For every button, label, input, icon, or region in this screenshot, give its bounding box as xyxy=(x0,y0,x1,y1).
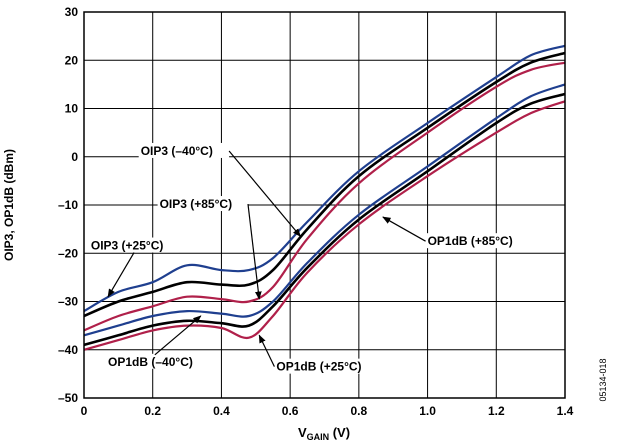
series-line xyxy=(83,92,566,347)
plot-frame xyxy=(83,11,566,399)
series-line xyxy=(83,61,566,332)
x-tick-label: 0.4 xyxy=(213,404,230,418)
annotation-label: OP1dB (+25°C) xyxy=(276,360,361,374)
x-tick-label: 0 xyxy=(81,404,88,418)
annotation-arrow xyxy=(154,315,202,356)
annotation-arrow xyxy=(107,252,135,298)
annotation-label: OIP3 (+25°C) xyxy=(91,239,164,253)
y-tick-label: 20 xyxy=(65,53,79,67)
annotation-label: OIP3 (+85°C) xyxy=(160,197,233,211)
x-axis-label: VGAIN (V) xyxy=(298,425,350,442)
annotation-label: OIP3 (–40°C) xyxy=(141,144,213,158)
y-tick-label: –40 xyxy=(58,343,78,357)
annotation-arrow xyxy=(382,216,426,242)
x-axis-label-sub: GAIN xyxy=(307,432,330,442)
series-line xyxy=(83,83,566,337)
annotation-arrow xyxy=(247,203,262,300)
y-tick-label: 10 xyxy=(65,102,79,116)
annotation-bg xyxy=(425,233,524,249)
series-line xyxy=(83,44,566,313)
annotation-arrow xyxy=(258,334,275,367)
x-axis-label-main: V xyxy=(298,425,307,440)
x-tick-label: 1.4 xyxy=(557,404,574,418)
x-tick-label: 0.6 xyxy=(282,404,299,418)
y-axis-label: OIP3, OP1dB (dBm) xyxy=(2,149,16,261)
y-tick-label: –30 xyxy=(58,295,78,309)
tick-labels: 0 0.2 0.4 0.6 0.8 1.0 1.2 1.4 30 20 10 0 –10 –20 –30 –4… xyxy=(58,5,574,418)
annotation-bg xyxy=(274,358,372,374)
series-line xyxy=(83,100,566,351)
x-tick-label: 0.2 xyxy=(144,404,161,418)
annotations: OIP3 (–40°C) OIP3 (+85°C) OIP3 (+25°C) OP1d… xyxy=(88,142,524,374)
annotation-bg xyxy=(88,237,180,253)
annotation-arrow xyxy=(228,150,301,238)
y-tick-label: –10 xyxy=(58,198,78,212)
annotation-bg xyxy=(157,196,248,212)
annotation-bg xyxy=(106,353,204,369)
series-line xyxy=(83,51,566,318)
annotation-bg xyxy=(138,142,230,158)
x-tick-label: 1.0 xyxy=(419,404,436,418)
y-tick-label: –50 xyxy=(58,391,78,405)
annotation-label: OP1dB (–40°C) xyxy=(108,355,193,369)
series-lines xyxy=(83,44,566,351)
x-tick-label: 1.2 xyxy=(488,404,505,418)
y-tick-label: 30 xyxy=(65,5,79,19)
side-code: 05134-018 xyxy=(598,358,608,401)
y-tick-label: –20 xyxy=(58,246,78,260)
x-tick-label: 0.8 xyxy=(351,404,368,418)
annotation-label: OP1dB (+85°C) xyxy=(428,234,513,248)
y-tick-label: 0 xyxy=(71,150,78,164)
x-axis-label-unit: (V) xyxy=(329,425,350,440)
